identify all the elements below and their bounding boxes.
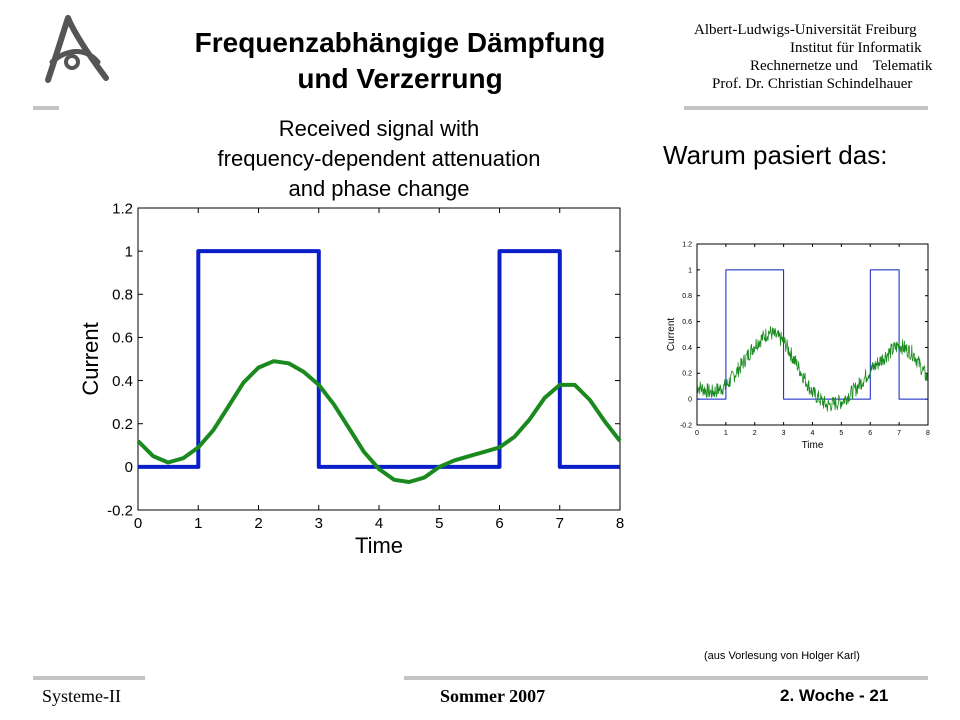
x-tick-label: 4: [375, 515, 383, 532]
series-blue-line: [138, 249, 620, 469]
x-tick-label: 2: [753, 430, 757, 437]
y-tick-label: -0.2: [107, 502, 133, 519]
x-tick-label: 1: [194, 515, 202, 532]
small-chart: 0 1 2 3 4 5 6 7 8-0.200.20.40.60.811.2TimeCurren…: [666, 241, 930, 451]
y-axis-label: Current: [666, 318, 677, 352]
y-tick-label: 1: [688, 267, 692, 274]
x-axis-label: Time: [355, 533, 403, 558]
main-chart: Received signal with frequency-dependent …: [78, 116, 624, 558]
y-tick-label: 0.4: [682, 345, 692, 352]
series-blue-line: [697, 269, 928, 400]
x-tick-label: 3: [782, 430, 786, 437]
institution-line1: Albert-Ludwigs-Universität Freiburg: [694, 22, 917, 38]
x-tick-label: 0: [134, 515, 142, 532]
question-text: Warum pasiert das:: [663, 140, 888, 170]
x-tick-label: 8: [926, 430, 930, 437]
y-tick-label: 0.8: [682, 293, 692, 300]
institution-line2: Institut für Informatik: [790, 40, 922, 56]
x-tick-label: 7: [556, 515, 564, 532]
slide-title-line2: und Verzerrung: [297, 63, 503, 94]
y-tick-label: -0.2: [680, 422, 692, 429]
header-rule-left: [33, 106, 59, 110]
y-tick-label: 1.2: [682, 241, 692, 248]
plot-frame: [696, 243, 929, 426]
footer-course: Systeme-II: [42, 686, 121, 706]
y-tick-label: 0.8: [112, 287, 133, 304]
y-tick-label: 0.6: [112, 330, 133, 347]
institution-line3: Rechnernetze und Telematik: [750, 58, 933, 74]
y-tick-label: 0.2: [682, 371, 692, 378]
y-tick-label: 0.2: [112, 416, 133, 433]
footer-semester: Sommer 2007: [440, 686, 546, 706]
x-tick-label: 6: [495, 515, 503, 532]
x-tick-label: 4: [811, 430, 815, 437]
credit-text: (aus Vorlesung von Holger Karl): [704, 650, 860, 662]
x-tick-label: 6: [868, 430, 872, 437]
footer-rule-right: [404, 676, 928, 680]
x-tick-label: 8: [616, 515, 624, 532]
chart-title-line-3: and phase change: [288, 176, 469, 201]
x-tick-label: 5: [839, 430, 843, 437]
y-tick-label: 1: [125, 243, 133, 260]
y-tick-label: 0: [125, 459, 133, 476]
chart-title-line-2: frequency-dependent attenuation: [218, 146, 541, 171]
y-axis-label: Current: [78, 322, 103, 395]
y-tick-label: 0.4: [112, 373, 133, 390]
x-tick-label: 2: [254, 515, 262, 532]
chart-title-line-1: Received signal with: [279, 116, 480, 141]
university-logo: [45, 15, 109, 83]
x-tick-label: 3: [315, 515, 323, 532]
x-tick-label: 5: [435, 515, 443, 532]
x-tick-label: 1: [724, 430, 728, 437]
y-tick-label: 1.2: [112, 200, 133, 217]
slide-title-line1: Frequenzabhängige Dämpfung: [194, 27, 606, 58]
footer-rule-left: [33, 676, 145, 680]
header-rule-right: [684, 106, 928, 110]
footer-page: 2. Woche - 21: [780, 686, 889, 705]
x-tick-label: 0: [695, 430, 699, 437]
plot-frame: [137, 207, 621, 511]
series-green-line: [136, 359, 622, 484]
x-axis-label: Time: [802, 440, 824, 451]
y-tick-label: 0: [688, 397, 692, 404]
series-green-line: [696, 326, 929, 412]
institution-line4: Prof. Dr. Christian Schindelhauer: [712, 76, 913, 92]
x-tick-label: 7: [897, 430, 901, 437]
y-tick-label: 0.6: [682, 319, 692, 326]
